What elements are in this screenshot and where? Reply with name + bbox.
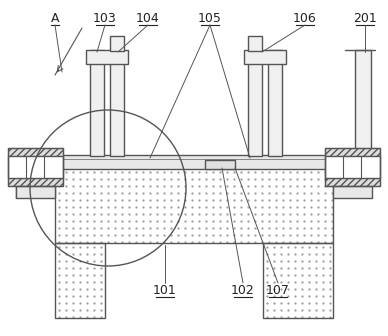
Text: 107: 107 [266,284,290,296]
Bar [263,243,333,318]
Bar [244,50,286,64]
Bar [90,50,104,156]
Text: 106: 106 [293,11,317,25]
Bar [8,148,63,186]
Text: 105: 105 [198,11,222,25]
Bar [8,156,63,178]
Bar [268,50,282,156]
Text: A: A [51,11,59,25]
Bar [325,148,380,156]
Bar [205,160,235,169]
Bar [248,50,262,156]
Text: 104: 104 [136,11,160,25]
Bar [55,168,333,243]
Bar [325,148,380,186]
Bar [333,186,372,198]
Text: 101: 101 [153,284,177,296]
Bar [55,155,333,169]
Bar [55,243,105,318]
Bar [325,178,380,186]
Text: 201: 201 [353,11,377,25]
Bar [8,148,63,156]
Bar [110,50,124,156]
Bar [110,36,124,51]
Text: 102: 102 [231,284,255,296]
Bar [8,178,63,186]
Bar [355,50,371,150]
Bar [325,156,380,178]
Bar [86,50,128,64]
Text: 103: 103 [93,11,117,25]
Bar [16,186,55,198]
Bar [248,36,262,51]
